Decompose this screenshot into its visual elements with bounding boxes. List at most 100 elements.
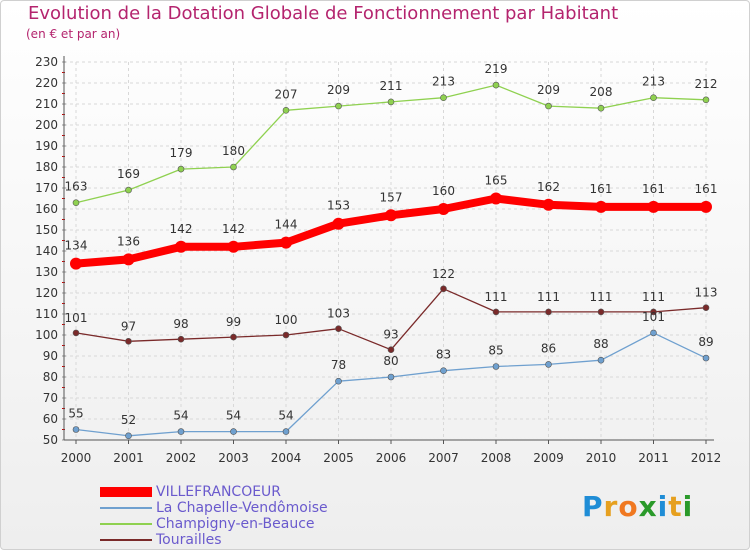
proxiti-logo: Proxiti: [582, 490, 693, 523]
logo-letter: i: [657, 490, 669, 523]
logo-letter: r: [603, 490, 619, 523]
legend-swatch: [100, 523, 152, 525]
data-point-0: [647, 200, 660, 213]
x-tick-label: 2004: [271, 451, 302, 465]
y-tick-label: 100: [35, 328, 58, 342]
y-tick-label: 50: [43, 433, 58, 447]
legend: VILLEFRANCOEUR La Chapelle-Vendômoise Ch…: [100, 484, 400, 548]
y-tick-label: 110: [35, 307, 58, 321]
data-label-0: 136: [117, 234, 140, 248]
data-label-2: 209: [537, 83, 560, 97]
data-label-3: 111: [642, 290, 665, 304]
data-label-0: 144: [275, 218, 298, 232]
legend-label: La Chapelle-Vendômoise: [156, 500, 328, 516]
data-point-1: [72, 426, 80, 433]
y-tick-label: 200: [35, 118, 58, 132]
x-tick-label: 2001: [113, 451, 144, 465]
x-tick-label: 2008: [481, 451, 512, 465]
data-label-0: 162: [537, 180, 560, 194]
data-label-0: 165: [485, 174, 508, 188]
data-label-2: 212: [695, 77, 718, 91]
data-point-3: [335, 325, 342, 333]
data-point-2: [545, 102, 552, 110]
data-label-0: 160: [432, 184, 455, 198]
data-label-3: 111: [485, 290, 508, 304]
data-label-1: 86: [541, 341, 556, 355]
x-tick-label: 2012: [691, 451, 722, 465]
data-point-0: [542, 198, 555, 211]
data-labels: 55 52 54 54 54 78 80 83 85 86 88 101 89 163 169 179 180 2…: [65, 62, 718, 427]
data-label-1: 101: [642, 310, 665, 324]
x-tick-label: 2000: [61, 451, 92, 465]
data-point-2: [440, 94, 447, 101]
data-label-1: 80: [383, 354, 398, 368]
x-tick-label: 2003: [218, 451, 249, 465]
data-point-2: [125, 186, 132, 194]
data-point-0: [595, 200, 607, 213]
x-tick-label: 2010: [586, 451, 617, 465]
chart-subtitle: (en € et par an): [26, 27, 121, 41]
data-label-3: 93: [383, 328, 398, 342]
y-tick-label: 160: [35, 202, 58, 216]
x-tick-label: 2011: [638, 451, 669, 465]
data-point-3: [125, 337, 132, 345]
data-label-3: 122: [432, 267, 455, 281]
legend-swatch: [100, 539, 152, 541]
legend-label: Tourailles: [156, 532, 222, 548]
data-label-3: 111: [590, 290, 613, 304]
x-tick-label: 2005: [323, 451, 354, 465]
data-label-1: 54: [173, 409, 188, 423]
legend-item-champigny: Champigny-en-Beauce: [100, 516, 400, 532]
data-point-1: [702, 354, 710, 362]
data-point-0: [280, 236, 292, 249]
legend-item-la-chapelle: La Chapelle-Vendômoise: [100, 500, 400, 516]
legend-label: VILLEFRANCOEUR: [156, 484, 282, 500]
data-point-0: [122, 253, 135, 266]
data-point-0: [175, 240, 187, 253]
data-label-0: 161: [695, 182, 718, 196]
data-label-1: 54: [278, 409, 293, 423]
data-label-3: 98: [173, 317, 188, 331]
data-label-0: 161: [642, 182, 665, 196]
data-label-2: 211: [380, 79, 403, 93]
data-point-3: [650, 308, 657, 316]
y-tick-label: 90: [43, 349, 58, 363]
data-point-3: [72, 329, 80, 337]
x-tick-label: 2007: [428, 451, 459, 465]
data-point-2: [230, 163, 237, 171]
data-label-1: 83: [436, 348, 451, 362]
data-label-0: 157: [380, 190, 403, 204]
data-label-1: 52: [121, 413, 136, 427]
data-point-2: [282, 107, 290, 114]
data-point-1: [230, 428, 237, 435]
y-tick-label: 60: [43, 412, 58, 426]
y-tick-label: 70: [43, 391, 58, 405]
data-label-2: 208: [590, 85, 613, 99]
data-point-3: [702, 304, 710, 312]
data-point-2: [387, 98, 395, 106]
data-label-3: 97: [121, 319, 136, 333]
data-point-1: [650, 329, 657, 337]
data-point-2: [335, 102, 342, 110]
data-label-2: 213: [432, 75, 455, 89]
y-tick-label: 170: [35, 181, 58, 195]
data-label-0: 142: [170, 222, 193, 236]
data-point-2: [177, 165, 185, 173]
data-label-2: 180: [222, 144, 245, 158]
y-tick-label: 220: [35, 76, 58, 90]
data-label-0: 153: [327, 199, 350, 213]
axes: 50 60 70 80 90 100 110 120 130 140 150 160 170 180 190…: [35, 55, 721, 465]
data-point-1: [335, 377, 342, 385]
chart-title: Evolution de la Dotation Globale de Fonc…: [28, 3, 619, 24]
data-label-2: 209: [327, 83, 350, 97]
data-label-1: 54: [226, 409, 241, 423]
logo-letter: t: [668, 490, 683, 523]
data-point-2: [492, 81, 500, 89]
data-point-2: [650, 94, 657, 101]
y-tick-label: 190: [35, 139, 58, 153]
data-point-1: [492, 363, 500, 370]
data-label-1: 85: [488, 344, 503, 358]
y-tick-label: 150: [35, 223, 58, 237]
y-tick-label: 130: [35, 265, 58, 279]
